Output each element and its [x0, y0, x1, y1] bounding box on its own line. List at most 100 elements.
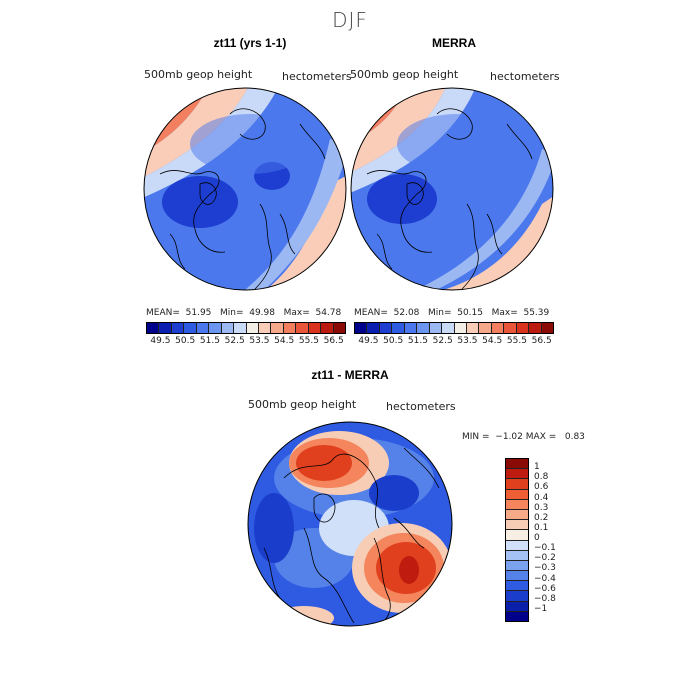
colorbar-tick-label: 0.3 [534, 502, 549, 513]
left-colorbar [146, 322, 346, 334]
colorbar-swatch [184, 323, 197, 333]
right-colorbar [354, 322, 554, 334]
colorbar-tick-label: 0.8 [534, 472, 549, 483]
colorbar-tick-label: −0.8 [534, 593, 556, 604]
colorbar-swatch [258, 323, 272, 333]
coastlines [366, 108, 533, 290]
colorbar-swatch [209, 323, 222, 333]
colorbar-tick-label: 0.4 [534, 492, 549, 503]
colorbar-swatch [271, 323, 284, 333]
colorbar-tick-label: 53.5 [457, 336, 478, 346]
colorbar-tick-label: 51.5 [407, 336, 428, 346]
colorbar-swatch [506, 469, 528, 480]
colorbar-swatch [506, 560, 528, 572]
colorbar-tick-label: 54.5 [482, 336, 503, 346]
colorbar-swatch [541, 323, 553, 333]
colorbar-tick-label: 0.6 [534, 482, 549, 493]
colorbar-swatch [333, 323, 345, 333]
colorbar-tick-label: −0.6 [534, 583, 556, 594]
left-panel-title: zt11 (yrs 1-1) [213, 36, 287, 50]
colorbar-swatch [246, 323, 259, 333]
colorbar-swatch [308, 323, 322, 333]
left-polar-map [143, 87, 347, 291]
colorbar-swatch [296, 323, 309, 333]
colorbar-tick-label: 49.5 [358, 336, 379, 346]
colorbar-tick-label: 50.5 [175, 336, 196, 346]
colorbar-swatch [417, 323, 430, 333]
colorbar-swatch [454, 323, 467, 333]
colorbar-swatch [506, 479, 528, 490]
colorbar-tick-label: 55.5 [298, 336, 319, 346]
figure-title: DJF [332, 8, 368, 32]
colorbar-swatch [355, 323, 368, 333]
colorbar-swatch [479, 323, 492, 333]
colorbar-swatch [466, 323, 480, 333]
colorbar-tick-label: −0.4 [534, 573, 556, 584]
colorbar-swatch [506, 530, 528, 541]
colorbar-swatch [506, 459, 528, 470]
colorbar-swatch [506, 540, 528, 551]
left-stats: MEAN= 51.95 Min= 49.98 Max= 54.78 [146, 308, 342, 318]
colorbar-swatch [506, 489, 528, 500]
colorbar-tick-label: 53.5 [249, 336, 270, 346]
colorbar-swatch [506, 550, 528, 561]
colorbar-swatch [404, 323, 418, 333]
colorbar-swatch [379, 323, 393, 333]
diff-field-label: 500mb geop height [248, 398, 357, 411]
colorbar-tick-label: 0 [534, 533, 540, 543]
diff-colorbar [505, 458, 529, 622]
diff-stats: MIN = −1.02 MAX = 0.83 [462, 432, 585, 442]
right-panel-title: MERRA [432, 36, 476, 50]
colorbar-swatch [171, 323, 185, 333]
colorbar-swatch [506, 499, 528, 510]
left-units-label: hectometers [282, 70, 352, 83]
colorbar-swatch [491, 323, 505, 333]
colorbar-swatch [159, 323, 172, 333]
diff-panel-title: zt11 - MERRA [311, 368, 389, 382]
colorbar-swatch [506, 571, 528, 582]
colorbar-swatch [504, 323, 517, 333]
colorbar-swatch [506, 581, 528, 592]
colorbar-swatch [506, 591, 528, 602]
colorbar-tick-label: −1 [534, 603, 548, 614]
coastlines [159, 108, 326, 290]
colorbar-tick-label: 54.5 [274, 336, 295, 346]
colorbar-swatch [516, 323, 530, 333]
colorbar-swatch [506, 520, 528, 531]
colorbar-tick-label: 1 [534, 462, 540, 473]
right-polar-map [350, 87, 554, 291]
colorbar-tick-label: 49.5 [150, 336, 171, 346]
colorbar-swatch [234, 323, 247, 333]
colorbar-tick-label: 51.5 [199, 336, 220, 346]
colorbar-swatch [321, 323, 334, 333]
colorbar-tick-label: 56.5 [531, 336, 552, 346]
right-stats: MEAN= 52.08 Min= 50.15 Max= 55.39 [354, 308, 550, 318]
colorbar-swatch [196, 323, 210, 333]
diff-units-label: hectometers [386, 400, 456, 413]
colorbar-tick-label: 0.2 [534, 512, 549, 523]
colorbar-swatch [429, 323, 443, 333]
colorbar-swatch [529, 323, 542, 333]
colorbar-swatch [392, 323, 405, 333]
colorbar-tick-label: 52.5 [432, 336, 453, 346]
colorbar-tick-label: 52.5 [224, 336, 245, 346]
right-units-label: hectometers [490, 70, 560, 83]
colorbar-swatch [442, 323, 455, 333]
diff-polar-map [247, 421, 453, 627]
colorbar-tick-label: 55.5 [506, 336, 527, 346]
colorbar-tick-label: −0.3 [534, 563, 556, 574]
colorbar-tick-label: 0.1 [534, 522, 549, 533]
colorbar-tick-label: 50.5 [383, 336, 404, 346]
colorbar-tick-label: 56.5 [323, 336, 344, 346]
left-field-label: 500mb geop height [144, 68, 253, 81]
colorbar-swatch [506, 601, 528, 612]
colorbar-tick-label: −0.2 [534, 553, 556, 564]
colorbar-tick-label: −0.1 [534, 543, 556, 554]
colorbar-swatch [506, 509, 528, 521]
right-field-label: 500mb geop height [350, 68, 459, 81]
colorbar-swatch [147, 323, 160, 333]
colorbar-swatch [506, 611, 528, 621]
colorbar-swatch [367, 323, 380, 333]
colorbar-swatch [221, 323, 235, 333]
colorbar-swatch [283, 323, 297, 333]
